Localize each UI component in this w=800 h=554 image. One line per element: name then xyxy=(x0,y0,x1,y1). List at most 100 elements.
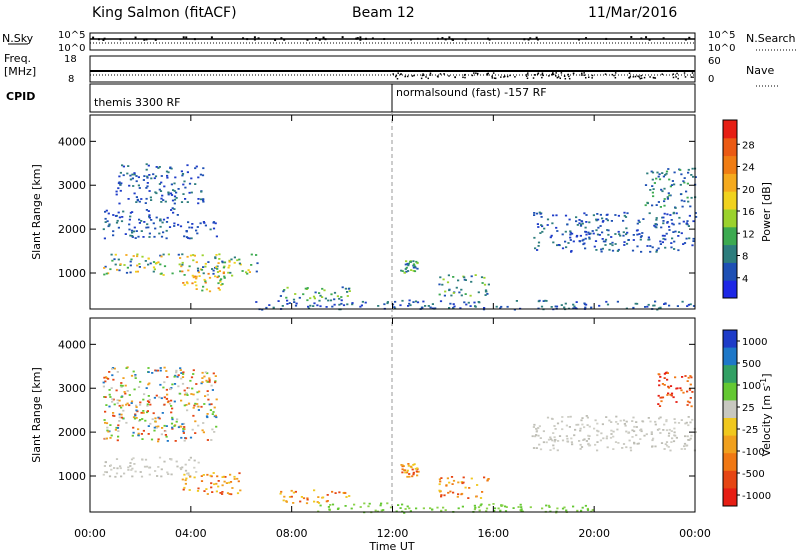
scatter-point xyxy=(215,416,218,419)
scatter-point xyxy=(584,504,587,507)
scatter-point xyxy=(570,441,573,444)
freq-strip-frame xyxy=(89,55,696,83)
scatter-point xyxy=(612,448,615,450)
scatter-point xyxy=(576,509,579,512)
scatter-point xyxy=(126,402,129,405)
freq-spike xyxy=(396,77,399,80)
scatter-point xyxy=(157,440,160,443)
scatter-point xyxy=(137,176,140,179)
scatter-point xyxy=(209,474,212,477)
scatter-point xyxy=(610,429,613,432)
scatter-point xyxy=(361,300,364,303)
scatter-point xyxy=(583,212,586,215)
freq-spike xyxy=(525,75,528,77)
freq-spike xyxy=(691,72,694,74)
scatter-point xyxy=(154,227,157,230)
scatter-point xyxy=(654,223,657,225)
scatter-point xyxy=(407,270,410,272)
scatter-point xyxy=(377,305,380,307)
scatter-point xyxy=(593,245,596,248)
scatter-point xyxy=(197,176,200,179)
scatter-point xyxy=(585,440,588,442)
scatter-point xyxy=(692,240,695,242)
scatter-point xyxy=(122,409,125,412)
freq-spike xyxy=(613,74,615,77)
scatter-point xyxy=(400,464,403,466)
scatter-point xyxy=(331,490,334,493)
scatter-point xyxy=(174,440,177,442)
scatter-point xyxy=(143,266,146,269)
scatter-point xyxy=(587,443,590,446)
scatter-point xyxy=(576,234,579,237)
scatter-point xyxy=(550,234,553,237)
scatter-point xyxy=(346,303,349,306)
scatter-point xyxy=(683,181,686,184)
scatter-point xyxy=(537,241,541,244)
x-axis-label: Time UT xyxy=(368,540,414,553)
scatter-point xyxy=(477,506,481,509)
scatter-point xyxy=(117,226,120,229)
scatter-point xyxy=(670,184,674,186)
scatter-point xyxy=(180,201,184,203)
noise-spike xyxy=(341,36,344,39)
colorbar-segment xyxy=(723,365,737,384)
scatter-point xyxy=(672,212,675,215)
scatter-point xyxy=(557,244,560,246)
scatter-point xyxy=(409,510,412,512)
freq-spike xyxy=(411,75,414,77)
scatter-point xyxy=(182,371,185,374)
scatter-point xyxy=(145,187,148,189)
scatter-point xyxy=(182,282,185,284)
scatter-point xyxy=(609,243,612,245)
freq-spike xyxy=(638,76,641,78)
scatter-point xyxy=(110,253,113,256)
freq-spike xyxy=(568,75,570,78)
scatter-point xyxy=(568,426,571,428)
scatter-point xyxy=(125,403,128,406)
scatter-point xyxy=(170,183,173,186)
scatter-point xyxy=(328,508,331,511)
scatter-point xyxy=(632,306,635,309)
scatter-point xyxy=(326,494,329,496)
scatter-point xyxy=(517,506,520,508)
scatter-point xyxy=(572,307,575,310)
scatter-point xyxy=(596,233,600,236)
scatter-point xyxy=(657,247,660,250)
scatter-point xyxy=(177,385,180,388)
scatter-point xyxy=(654,420,657,423)
noise-spike xyxy=(97,38,100,41)
scatter-point xyxy=(596,422,599,425)
noise-spike xyxy=(464,38,467,41)
scatter-point xyxy=(250,264,253,266)
scatter-point xyxy=(374,509,377,512)
scatter-point xyxy=(197,198,200,200)
colorbar-tick-label: 8 xyxy=(742,252,748,263)
scatter-point xyxy=(412,471,415,474)
scatter-point xyxy=(473,508,476,511)
scatter-point xyxy=(196,232,199,235)
scatter-point xyxy=(668,229,671,231)
scatter-point xyxy=(591,230,594,232)
scatter-point xyxy=(551,222,554,225)
scatter-point xyxy=(663,187,666,190)
scatter-point xyxy=(195,277,198,280)
scatter-point xyxy=(629,449,633,452)
scatter-point xyxy=(607,233,610,236)
scatter-point xyxy=(319,305,322,308)
freq-spike xyxy=(676,72,678,75)
scatter-point xyxy=(406,469,409,472)
scatter-point xyxy=(444,509,447,511)
scatter-point xyxy=(184,198,187,200)
scatter-point xyxy=(228,481,231,484)
scatter-point xyxy=(690,196,693,199)
scatter-point xyxy=(325,306,328,308)
scatter-point xyxy=(220,284,223,286)
scatter-point xyxy=(579,234,582,237)
scatter-point xyxy=(470,275,473,278)
scatter-point xyxy=(680,173,683,176)
scatter-point xyxy=(577,423,580,426)
scatter-point xyxy=(214,256,217,259)
scatter-point xyxy=(400,269,403,272)
scatter-point xyxy=(200,382,203,385)
